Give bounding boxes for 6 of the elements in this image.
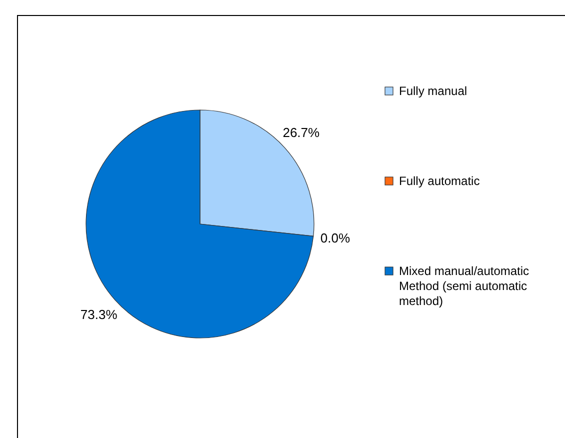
text: 0.0% [320, 230, 350, 246]
legend-label: Mixed manual/automatic Method (semi automatic method) [399, 264, 530, 308]
legend-label: Fully manual [399, 84, 468, 98]
data-label: 73.3% [80, 306, 118, 322]
legend-label: Fully automatic [399, 174, 480, 188]
data-label: 26.7% [282, 125, 320, 140]
